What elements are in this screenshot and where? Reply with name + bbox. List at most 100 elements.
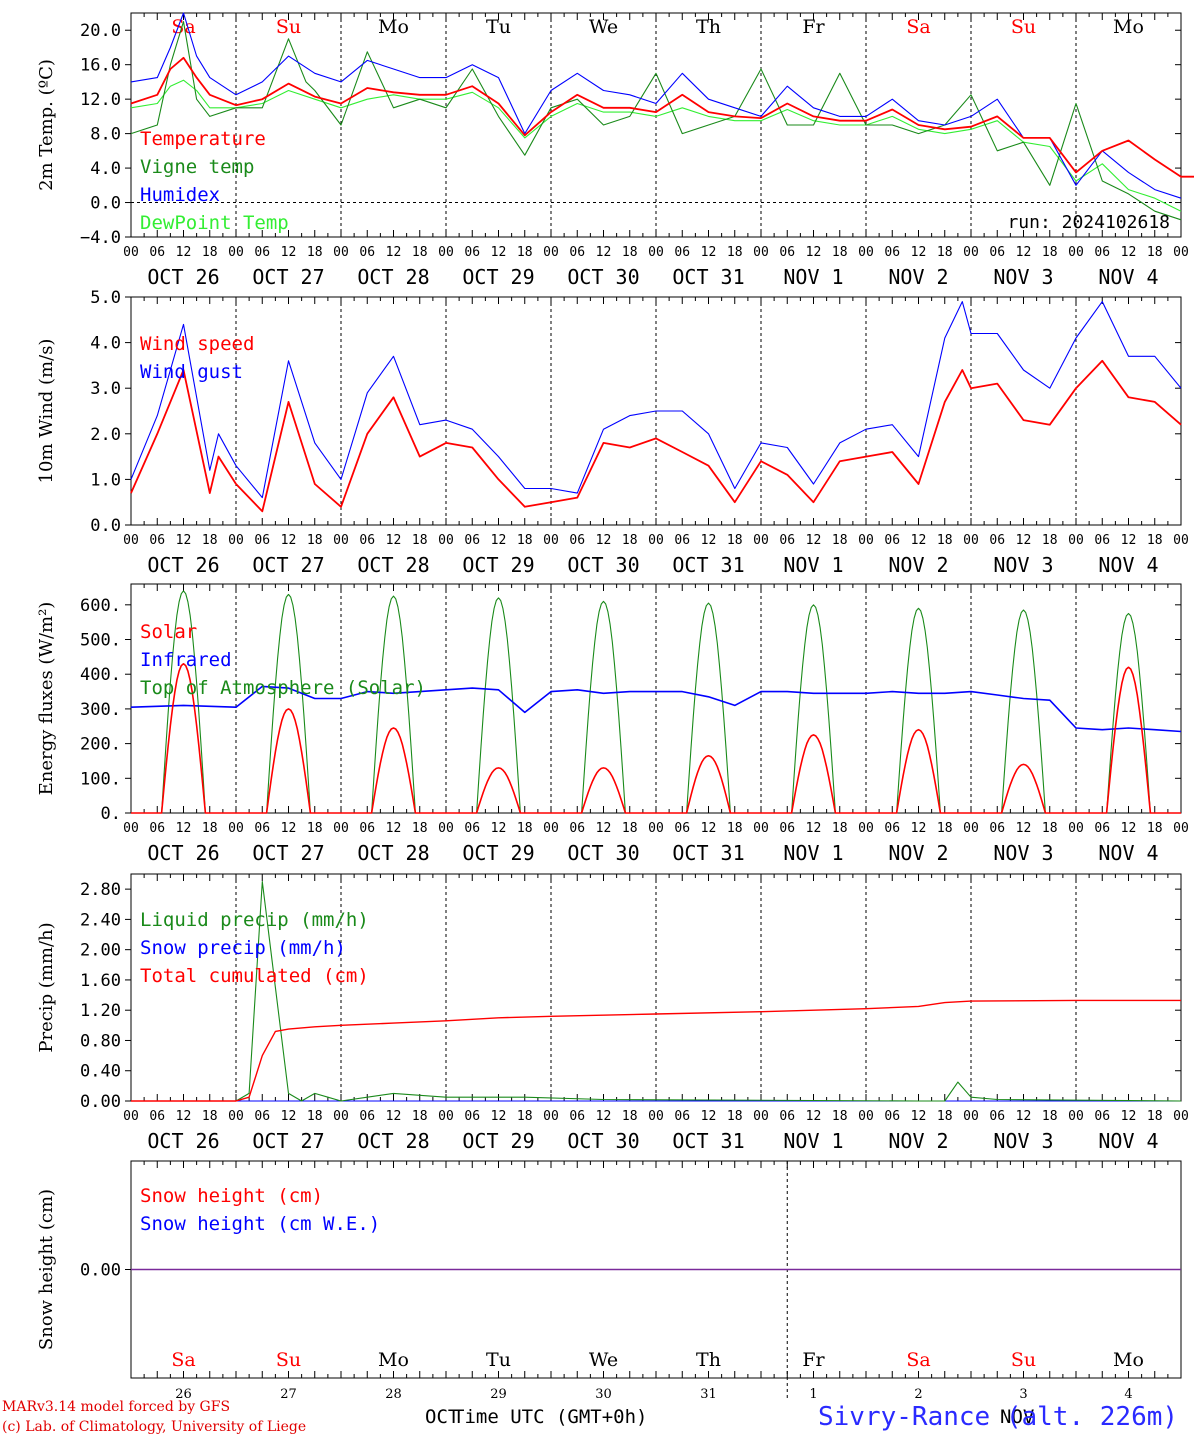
day-number-label: 31 <box>700 1387 717 1402</box>
hour-tick-label: 06 <box>674 533 690 548</box>
weekday-label: Sa <box>906 16 930 38</box>
hour-tick-label: 18 <box>307 533 323 548</box>
hour-tick-label: 12 <box>1121 245 1137 260</box>
weekday-label: Sa <box>906 1349 930 1371</box>
hour-tick-label: 12 <box>281 1109 297 1124</box>
y-tick-label: −4.0 <box>80 228 121 248</box>
liquid-precip-line <box>131 881 1182 1102</box>
hour-tick-label: 12 <box>1016 821 1032 836</box>
y-tick-label: 4.0 <box>90 159 121 179</box>
hour-tick-label: 12 <box>1016 533 1032 548</box>
date-label: NOV 3 <box>993 553 1053 577</box>
y-tick-label: 1.60 <box>80 971 121 991</box>
y-tick-label: 4.0 <box>90 334 121 354</box>
hour-tick-label: 18 <box>622 821 638 836</box>
hour-tick-label: 06 <box>1094 533 1110 548</box>
weekday-label: Su <box>1011 16 1036 38</box>
date-label: NOV 4 <box>1098 265 1158 289</box>
hour-tick-label: 12 <box>1121 1109 1137 1124</box>
hour-tick-label: 06 <box>779 245 795 260</box>
hour-tick-label: 00 <box>228 821 244 836</box>
panel-1: 20.0 16.0 12.0 8.0 4.0 0.0 −4.0 2m Temp. (ºC) 00… <box>36 12 1194 289</box>
hour-tick-label: 06 <box>779 1109 795 1124</box>
legend-entry: Snow height (cm) <box>140 1185 323 1207</box>
hour-tick-label: 06 <box>569 1109 585 1124</box>
date-label: OCT 29 <box>462 265 534 289</box>
y-tick-label: 16.0 <box>80 56 121 76</box>
hour-tick-label: 18 <box>832 821 848 836</box>
hour-tick-label: 18 <box>937 245 953 260</box>
hour-tick-label: 18 <box>307 245 323 260</box>
date-label: OCT 31 <box>672 265 744 289</box>
date-label: OCT 28 <box>357 841 429 865</box>
hour-tick-label: 18 <box>412 1109 428 1124</box>
hour-tick-label: 06 <box>989 533 1005 548</box>
date-label: NOV 1 <box>783 265 843 289</box>
hour-tick-label: 06 <box>779 533 795 548</box>
hour-tick-label: 00 <box>228 245 244 260</box>
date-label: OCT 27 <box>252 841 324 865</box>
hour-tick-label: 12 <box>806 821 822 836</box>
weekday-label: Mo <box>378 1349 409 1371</box>
hour-tick-label: 00 <box>1068 1109 1084 1124</box>
weekday-label: We <box>589 1349 618 1371</box>
y-tick-label: 12.0 <box>80 90 121 110</box>
hour-tick-label: 12 <box>1016 1109 1032 1124</box>
hour-tick-label: 12 <box>596 821 612 836</box>
hour-tick-label: 12 <box>701 245 717 260</box>
date-label: OCT 26 <box>147 1129 219 1153</box>
legend-entry: Infrared <box>140 649 232 671</box>
legend-entry: Temperature <box>140 128 266 150</box>
hour-tick-label: 18 <box>1147 1109 1163 1124</box>
hour-tick-label: 12 <box>491 533 507 548</box>
y-tick-label: 1.20 <box>80 1001 121 1021</box>
station-label: Sivry-Rance (alt. 226m) <box>818 1402 1179 1432</box>
hour-tick-label: 06 <box>254 821 270 836</box>
date-label: NOV 4 <box>1098 841 1158 865</box>
wind-speed-line <box>130 359 1182 513</box>
hour-tick-label: 06 <box>569 821 585 836</box>
y-tick-label: 2.40 <box>80 910 121 930</box>
hour-tick-label: 18 <box>727 1109 743 1124</box>
infrared-line <box>130 685 1182 733</box>
y-tick-label: 200. <box>80 735 121 755</box>
day-number-label: 28 <box>385 1387 402 1402</box>
hour-tick-label: 00 <box>648 1109 664 1124</box>
date-label: OCT 31 <box>672 1129 744 1153</box>
hour-tick-label: 06 <box>359 821 375 836</box>
day-number-label: 4 <box>1124 1387 1132 1402</box>
hour-tick-label: 06 <box>1094 821 1110 836</box>
panel-3: 600. 500. 400. 300. 200. 100. 0. Energy fluxes … <box>36 583 1189 865</box>
hour-tick-label: 18 <box>202 245 218 260</box>
weekday-label: Mo <box>378 16 409 38</box>
y-tick-label: 100. <box>80 769 121 789</box>
date-label: NOV 1 <box>783 841 843 865</box>
y-tick-label: 600. <box>80 596 121 616</box>
hour-tick-label: 06 <box>1094 1109 1110 1124</box>
day-number-label: 3 <box>1019 1387 1027 1402</box>
y-tick-label: 300. <box>80 700 121 720</box>
hour-tick-label: 06 <box>149 1109 165 1124</box>
hour-tick-label: 12 <box>1016 245 1032 260</box>
hour-tick-label: 06 <box>149 245 165 260</box>
y-axis-label: Precip (mm/h) <box>36 922 57 1052</box>
weekday-label: Th <box>696 1349 721 1371</box>
hour-tick-label: 12 <box>491 821 507 836</box>
date-label: OCT 27 <box>252 1129 324 1153</box>
hour-tick-label: 00 <box>753 821 769 836</box>
y-tick-label: 8.0 <box>90 125 121 145</box>
hour-tick-label: 06 <box>359 533 375 548</box>
hour-tick-label: 00 <box>858 1109 874 1124</box>
y-tick-label: 2.80 <box>80 880 121 900</box>
hour-tick-label: 06 <box>884 533 900 548</box>
hour-tick-label: 12 <box>281 533 297 548</box>
hour-tick-label: 18 <box>727 245 743 260</box>
hour-tick-label: 12 <box>176 821 192 836</box>
weekday-label: Tu <box>486 16 511 38</box>
hour-tick-label: 00 <box>1173 533 1189 548</box>
wind-gust-line <box>130 301 1182 499</box>
weekday-label: Fr <box>802 1349 825 1371</box>
hour-tick-label: 12 <box>491 1109 507 1124</box>
hour-tick-label: 00 <box>438 533 454 548</box>
hour-tick-label: 00 <box>963 821 979 836</box>
